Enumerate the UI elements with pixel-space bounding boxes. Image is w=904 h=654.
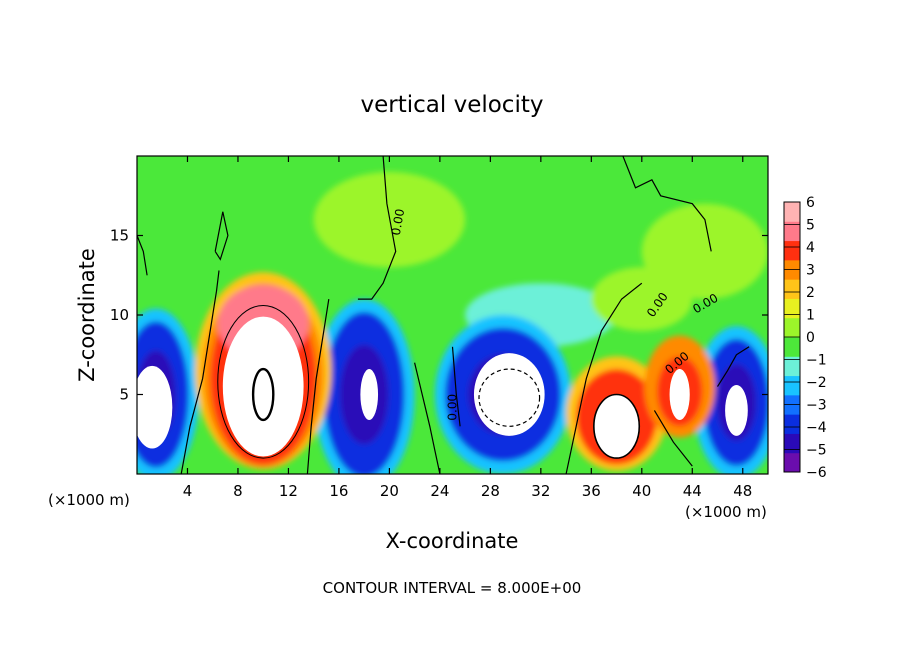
colorbar-swatch <box>784 317 800 338</box>
colorbar-label: −3 <box>806 398 827 414</box>
colorbar-label: −5 <box>806 443 827 459</box>
x-tick-label: 8 <box>233 482 243 500</box>
contour-lines <box>137 156 750 474</box>
core-contour <box>217 304 310 459</box>
x-unit-label-left: (×1000 m) <box>48 491 130 509</box>
y-tick-label: 10 <box>110 306 129 324</box>
colorbar-swatch <box>784 221 800 242</box>
x-tick-label: 36 <box>582 482 601 500</box>
zero-contour <box>622 156 712 252</box>
negative-contour <box>478 368 541 427</box>
contour-interval-note: CONTOUR INTERVAL = 8.000E+00 <box>323 579 582 597</box>
x-tick-label: 20 <box>380 482 399 500</box>
y-tick-label: 15 <box>110 227 129 245</box>
x-tick-label: 28 <box>481 482 500 500</box>
x-tick-label: 4 <box>183 482 193 500</box>
x-tick-label: 16 <box>329 482 348 500</box>
zero-contour <box>137 235 148 276</box>
colorbar-label: 5 <box>806 218 815 234</box>
zero-contour <box>565 282 643 474</box>
y-axis: 5 10 15 <box>110 227 768 404</box>
zero-contour <box>451 346 461 427</box>
colorbar-swatch <box>784 452 800 473</box>
x-axis: 4 8 12 16 20 24 28 32 36 40 44 48 <box>183 156 752 500</box>
plot-area: 0.000.000.000.000.00 <box>136 155 769 475</box>
x-axis-label: X-coordinate <box>386 529 519 553</box>
zero-contour <box>214 211 229 261</box>
zero-contour <box>180 270 220 474</box>
colorbar-label: −1 <box>806 353 827 369</box>
updraft-core <box>222 316 304 457</box>
downdraft-core-white <box>473 353 545 436</box>
downdraft-core-white <box>725 384 748 436</box>
x-unit-label-right: (×1000 m) <box>685 503 767 521</box>
downdraft-core-white <box>360 369 379 420</box>
zero-contour <box>414 362 441 474</box>
downdraft-core-white <box>137 365 173 449</box>
x-tick-label: 24 <box>430 482 449 500</box>
zero-contour <box>716 346 750 387</box>
field-region <box>591 267 693 331</box>
colorbar-swatch <box>784 375 800 396</box>
x-tick-label: 12 <box>279 482 298 500</box>
colorbar-label: −4 <box>806 420 827 436</box>
x-tick-label: 44 <box>683 482 702 500</box>
contour-label: 0.00 <box>389 208 407 237</box>
y-axis-label: Z-coordinate <box>75 248 99 382</box>
colorbar-swatch <box>784 279 800 299</box>
core-contour-inner <box>251 367 275 422</box>
colorbar-label: 4 <box>806 240 815 256</box>
colorbar-swatch <box>784 337 800 357</box>
colorbar-label: 0 <box>806 330 815 346</box>
zero-contour <box>306 299 330 474</box>
colorbar-swatch <box>784 202 800 222</box>
x-tick-label: 48 <box>733 482 752 500</box>
colorbar-swatch <box>784 414 800 434</box>
colorbar-label: −6 <box>806 465 827 481</box>
colorbar-swatch <box>784 356 800 377</box>
colorbar: 6 5 4 3 2 1 0 −1 −2 −3 −4 −5 −6 <box>783 195 827 481</box>
updraft-core <box>593 394 640 459</box>
colorbar-swatch <box>784 240 800 261</box>
colorbar-label: 1 <box>806 308 815 324</box>
colorbar-swatch <box>784 298 800 319</box>
colorbar-label: 2 <box>806 285 815 301</box>
zero-contour <box>357 156 397 300</box>
colorbar-label: −2 <box>806 375 827 391</box>
colorbar-label: 6 <box>806 195 815 211</box>
contour-label: 0.00 <box>445 394 459 421</box>
updraft-core <box>669 369 690 420</box>
x-tick-label: 32 <box>531 482 550 500</box>
colorbar-label: 3 <box>806 263 815 279</box>
colorbar-swatch <box>784 433 800 454</box>
zero-contour <box>653 410 693 467</box>
core-contour <box>593 393 641 459</box>
y-tick-label: 5 <box>119 386 129 404</box>
chart-title: vertical velocity <box>361 92 544 118</box>
x-tick-label: 40 <box>632 482 651 500</box>
